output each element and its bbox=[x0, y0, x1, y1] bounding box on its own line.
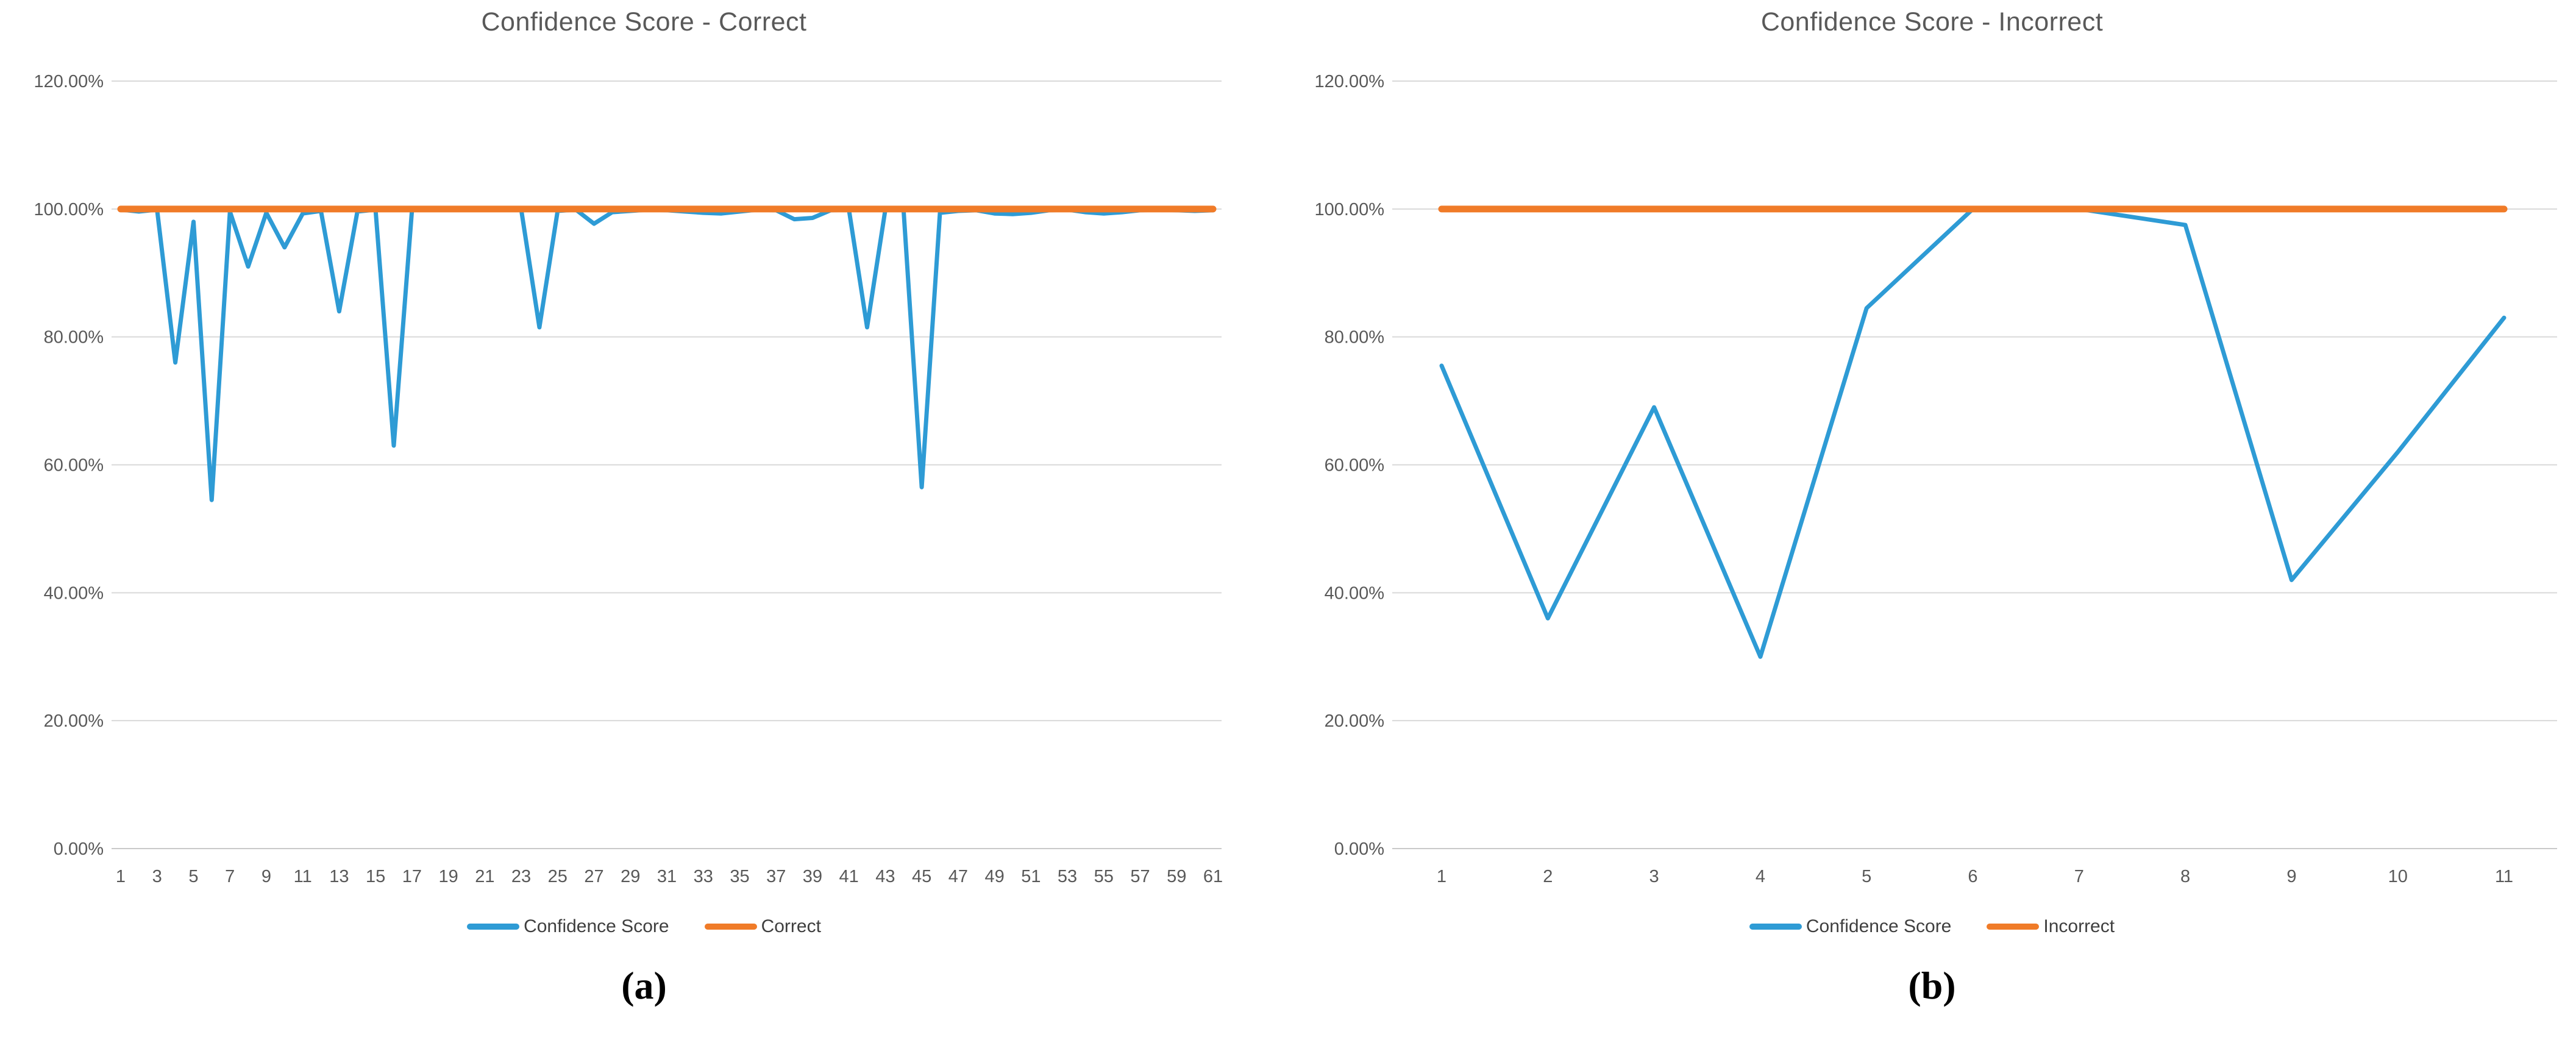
x-axis-tick-label: 3 bbox=[1649, 867, 1659, 886]
x-axis-tick-label: 1 bbox=[116, 867, 126, 886]
legend-swatch-confidence-score bbox=[467, 924, 520, 930]
chart-panel-incorrect: Confidence Score - Incorrect 120.00% 100.… bbox=[1288, 0, 2576, 1040]
chart-title-incorrect: Confidence Score - Incorrect bbox=[1760, 7, 2104, 37]
panel-label-b: (b) bbox=[1908, 964, 1956, 1007]
x-axis-tick-label: 37 bbox=[766, 867, 786, 886]
x-axis-tick-label: 31 bbox=[657, 867, 677, 886]
x-axis-tick-label: 7 bbox=[2074, 867, 2084, 886]
x-axis-tick-label: 61 bbox=[1203, 867, 1223, 886]
x-axis-tick-label: 9 bbox=[262, 867, 271, 886]
x-axis-tick-label: 39 bbox=[803, 867, 822, 886]
y-axis-tick-label: 0.00% bbox=[54, 839, 104, 859]
legend-swatch-correct bbox=[704, 924, 757, 930]
x-axis-tick-label: 15 bbox=[366, 867, 385, 886]
y-axis-tick-label: 60.00% bbox=[1325, 456, 1384, 475]
legend-correct: Confidence Score Correct bbox=[0, 913, 1288, 940]
y-axis-tick-label: 80.00% bbox=[44, 328, 104, 347]
y-axis-tick-label: 120.00% bbox=[1315, 72, 1385, 91]
x-axis-tick-label: 13 bbox=[329, 867, 349, 886]
x-axis-tick-label: 51 bbox=[1021, 867, 1041, 886]
x-axis-tick-label: 45 bbox=[912, 867, 931, 886]
x-axis-tick-label: 6 bbox=[1968, 867, 1977, 886]
line-chart-correct: 120.00% 100.00% 80.00% 60.00% 40.00% 20.00% 0.… bbox=[34, 72, 1223, 886]
x-axis-tick-label: 21 bbox=[475, 867, 494, 886]
x-axis-tick-label: 25 bbox=[548, 867, 568, 886]
x-axis-tick-label: 10 bbox=[2388, 867, 2408, 886]
legend-incorrect: Confidence Score Incorrect bbox=[1288, 913, 2576, 940]
y-axis-tick-label: 20.00% bbox=[44, 711, 104, 731]
x-axis-tick-label: 35 bbox=[730, 867, 749, 886]
x-axis-tick-label: 55 bbox=[1094, 867, 1114, 886]
y-axis-tick-label: 40.00% bbox=[44, 583, 104, 603]
x-axis-tick-label: 17 bbox=[402, 867, 422, 886]
x-axis-tick-label: 7 bbox=[225, 867, 235, 886]
x-axis-tick-label: 33 bbox=[694, 867, 713, 886]
chart-title-correct: Confidence Score - Correct bbox=[481, 7, 807, 37]
series-line-confidence-score bbox=[1439, 207, 2507, 659]
x-axis-tick-label: 11 bbox=[2495, 867, 2513, 886]
line-chart-incorrect: 120.00% 100.00% 80.00% 60.00% 40.00% 20.00% 0.… bbox=[1315, 72, 2557, 886]
x-axis-tick-label: 9 bbox=[2286, 867, 2296, 886]
x-axis-tick-label: 57 bbox=[1130, 867, 1150, 886]
x-axis-tick-label: 43 bbox=[875, 867, 895, 886]
series-line-confidence-score bbox=[118, 207, 1215, 502]
legend-label-confidence-score: Confidence Score bbox=[1806, 916, 1952, 936]
y-axis-tick-label: 20.00% bbox=[1325, 711, 1384, 731]
legend-label-incorrect: Incorrect bbox=[2043, 916, 2115, 936]
x-axis-tick-label: 1 bbox=[1437, 867, 1446, 886]
x-axis-tick-label: 27 bbox=[584, 867, 603, 886]
panel-label-a: (a) bbox=[621, 964, 667, 1007]
x-axis-tick-label: 5 bbox=[188, 867, 198, 886]
x-axis-tick-label: 8 bbox=[2180, 867, 2190, 886]
x-axis-tick-label: 4 bbox=[1756, 867, 1765, 886]
y-axis-tick-label: 120.00% bbox=[34, 72, 104, 91]
x-axis-tick-label: 47 bbox=[948, 867, 968, 886]
x-axis-tick-label: 59 bbox=[1167, 867, 1186, 886]
x-axis-tick-label: 5 bbox=[1862, 867, 1871, 886]
chart-panel-correct: Confidence Score - Correct 120.00% 100.00… bbox=[0, 7, 1288, 1007]
x-axis-tick-label: 19 bbox=[438, 867, 458, 886]
y-axis-tick-label: 60.00% bbox=[44, 456, 104, 475]
x-axis-tick-label: 29 bbox=[621, 867, 640, 886]
x-axis-tick-label: 3 bbox=[152, 867, 162, 886]
y-axis-tick-label: 100.00% bbox=[1315, 200, 1385, 219]
legend-swatch-confidence-score bbox=[1749, 924, 1802, 930]
y-axis-tick-label: 80.00% bbox=[1325, 328, 1384, 347]
x-axis-tick-label: 53 bbox=[1058, 867, 1077, 886]
x-axis-tick-label: 11 bbox=[294, 867, 312, 886]
y-axis-tick-label: 0.00% bbox=[1334, 839, 1384, 859]
x-axis-tick-label: 23 bbox=[511, 867, 531, 886]
legend-label-confidence-score: Confidence Score bbox=[524, 916, 669, 936]
y-axis-tick-label: 40.00% bbox=[1325, 583, 1384, 603]
legend-swatch-incorrect bbox=[1987, 924, 2040, 930]
x-axis-tick-label: 2 bbox=[1543, 867, 1553, 886]
legend-label-correct: Correct bbox=[761, 916, 821, 936]
y-axis-tick-label: 100.00% bbox=[34, 200, 104, 219]
x-axis-tick-label: 49 bbox=[984, 867, 1004, 886]
x-axis-tick-label: 41 bbox=[839, 867, 859, 886]
